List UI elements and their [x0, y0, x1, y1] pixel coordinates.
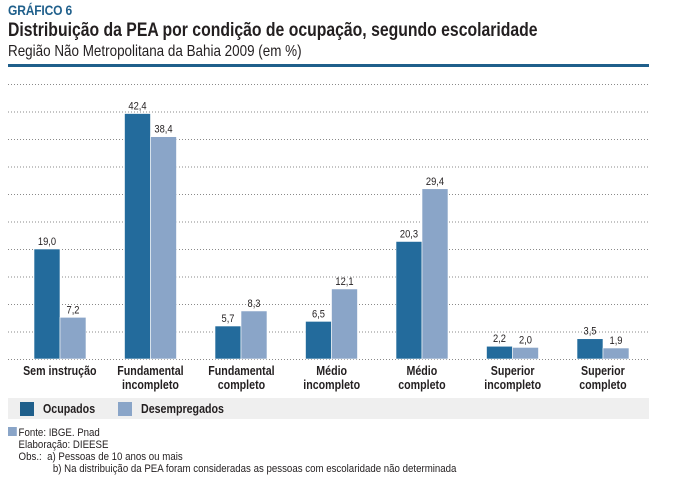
bar-desempregados-4	[421, 188, 449, 360]
note-bullet-icon	[8, 427, 17, 436]
obs-note-a: Obs.: a) Pessoas de 10 anos ou mais	[8, 451, 456, 463]
chart-subtitle: Região Não Metropolitana da Bahia 2009 (…	[8, 43, 302, 60]
chart-label: GRÁFICO 6	[8, 2, 73, 18]
x-tick-label: Superior incompleto	[484, 363, 541, 392]
data-label: 20,3	[400, 229, 418, 241]
data-label: 12,1	[335, 276, 353, 288]
x-tick-label: Fundamental incompleto	[117, 363, 184, 392]
legend-item-desempregados: Desempregados	[118, 401, 242, 416]
data-label: 8,3	[248, 298, 261, 310]
data-label: 7,2	[67, 305, 80, 317]
data-label: 29,4	[426, 176, 444, 188]
x-tick-label: Superior completo	[579, 363, 627, 392]
legend-swatch-desempregados	[118, 401, 132, 416]
obs-note-b: b) Na distribuição da PEA foram consider…	[52, 463, 457, 475]
bar-desempregados-1	[150, 136, 177, 360]
chart-title: Distribuição da PEA por condição de ocup…	[8, 20, 538, 41]
source-note: Fonte: IBGE. Pnad	[8, 427, 456, 439]
top-rule	[8, 64, 649, 67]
obs-a-text: a) Pessoas de 10 anos ou mais	[47, 451, 183, 463]
source-text: Fonte: IBGE. Pnad	[18, 427, 100, 439]
bar-ocupados-0	[33, 248, 61, 360]
elaboration-note: Elaboração: DIEESE	[18, 439, 109, 451]
data-label: 5,7	[222, 313, 235, 325]
bar-ocupados-2	[214, 325, 242, 360]
bar-ocupados-6	[576, 338, 604, 360]
data-label: 3,5	[584, 326, 597, 338]
data-label: 19,0	[38, 236, 56, 248]
x-tick-label: Sem instrução	[23, 363, 97, 378]
legend-label-ocupados: Ocupados	[43, 401, 96, 416]
legend-item-ocupados: Ocupados	[20, 401, 107, 416]
legend: Ocupados Desempregados	[8, 398, 649, 419]
x-tick-label: Médio completo	[398, 363, 446, 392]
bar-ocupados-3	[305, 321, 332, 360]
x-tick-label: Médio incompleto	[303, 363, 360, 392]
obs-label: Obs.:	[18, 451, 42, 463]
data-label: 42,4	[128, 101, 146, 113]
data-label: 2,2	[493, 334, 506, 346]
bar-desempregados-0	[59, 317, 87, 360]
footnotes: Fonte: IBGE. Pnad Elaboração: DIEESE Obs…	[8, 427, 518, 475]
data-label: 1,9	[610, 335, 623, 347]
bar-ocupados-1	[124, 113, 151, 360]
data-label: 6,5	[312, 309, 325, 321]
bar-desempregados-6	[602, 347, 630, 360]
legend-swatch-ocupados	[20, 401, 34, 416]
bar-desempregados-5	[512, 347, 539, 360]
data-label: 2,0	[519, 335, 532, 347]
legend-label-desempregados: Desempregados	[141, 401, 224, 416]
x-tick-label: Fundamental completo	[207, 363, 275, 392]
data-label: 38,4	[154, 124, 172, 136]
bar-desempregados-2	[240, 310, 268, 360]
bar-chart: 19,0 7,2 42,4 38,4 5,7 8,3 6,5 12,1 20,3 29,4 2,2 2…	[8, 84, 649, 360]
bar-ocupados-4	[395, 241, 423, 360]
bar-ocupados-5	[486, 345, 513, 360]
bar-desempregados-3	[331, 288, 358, 360]
